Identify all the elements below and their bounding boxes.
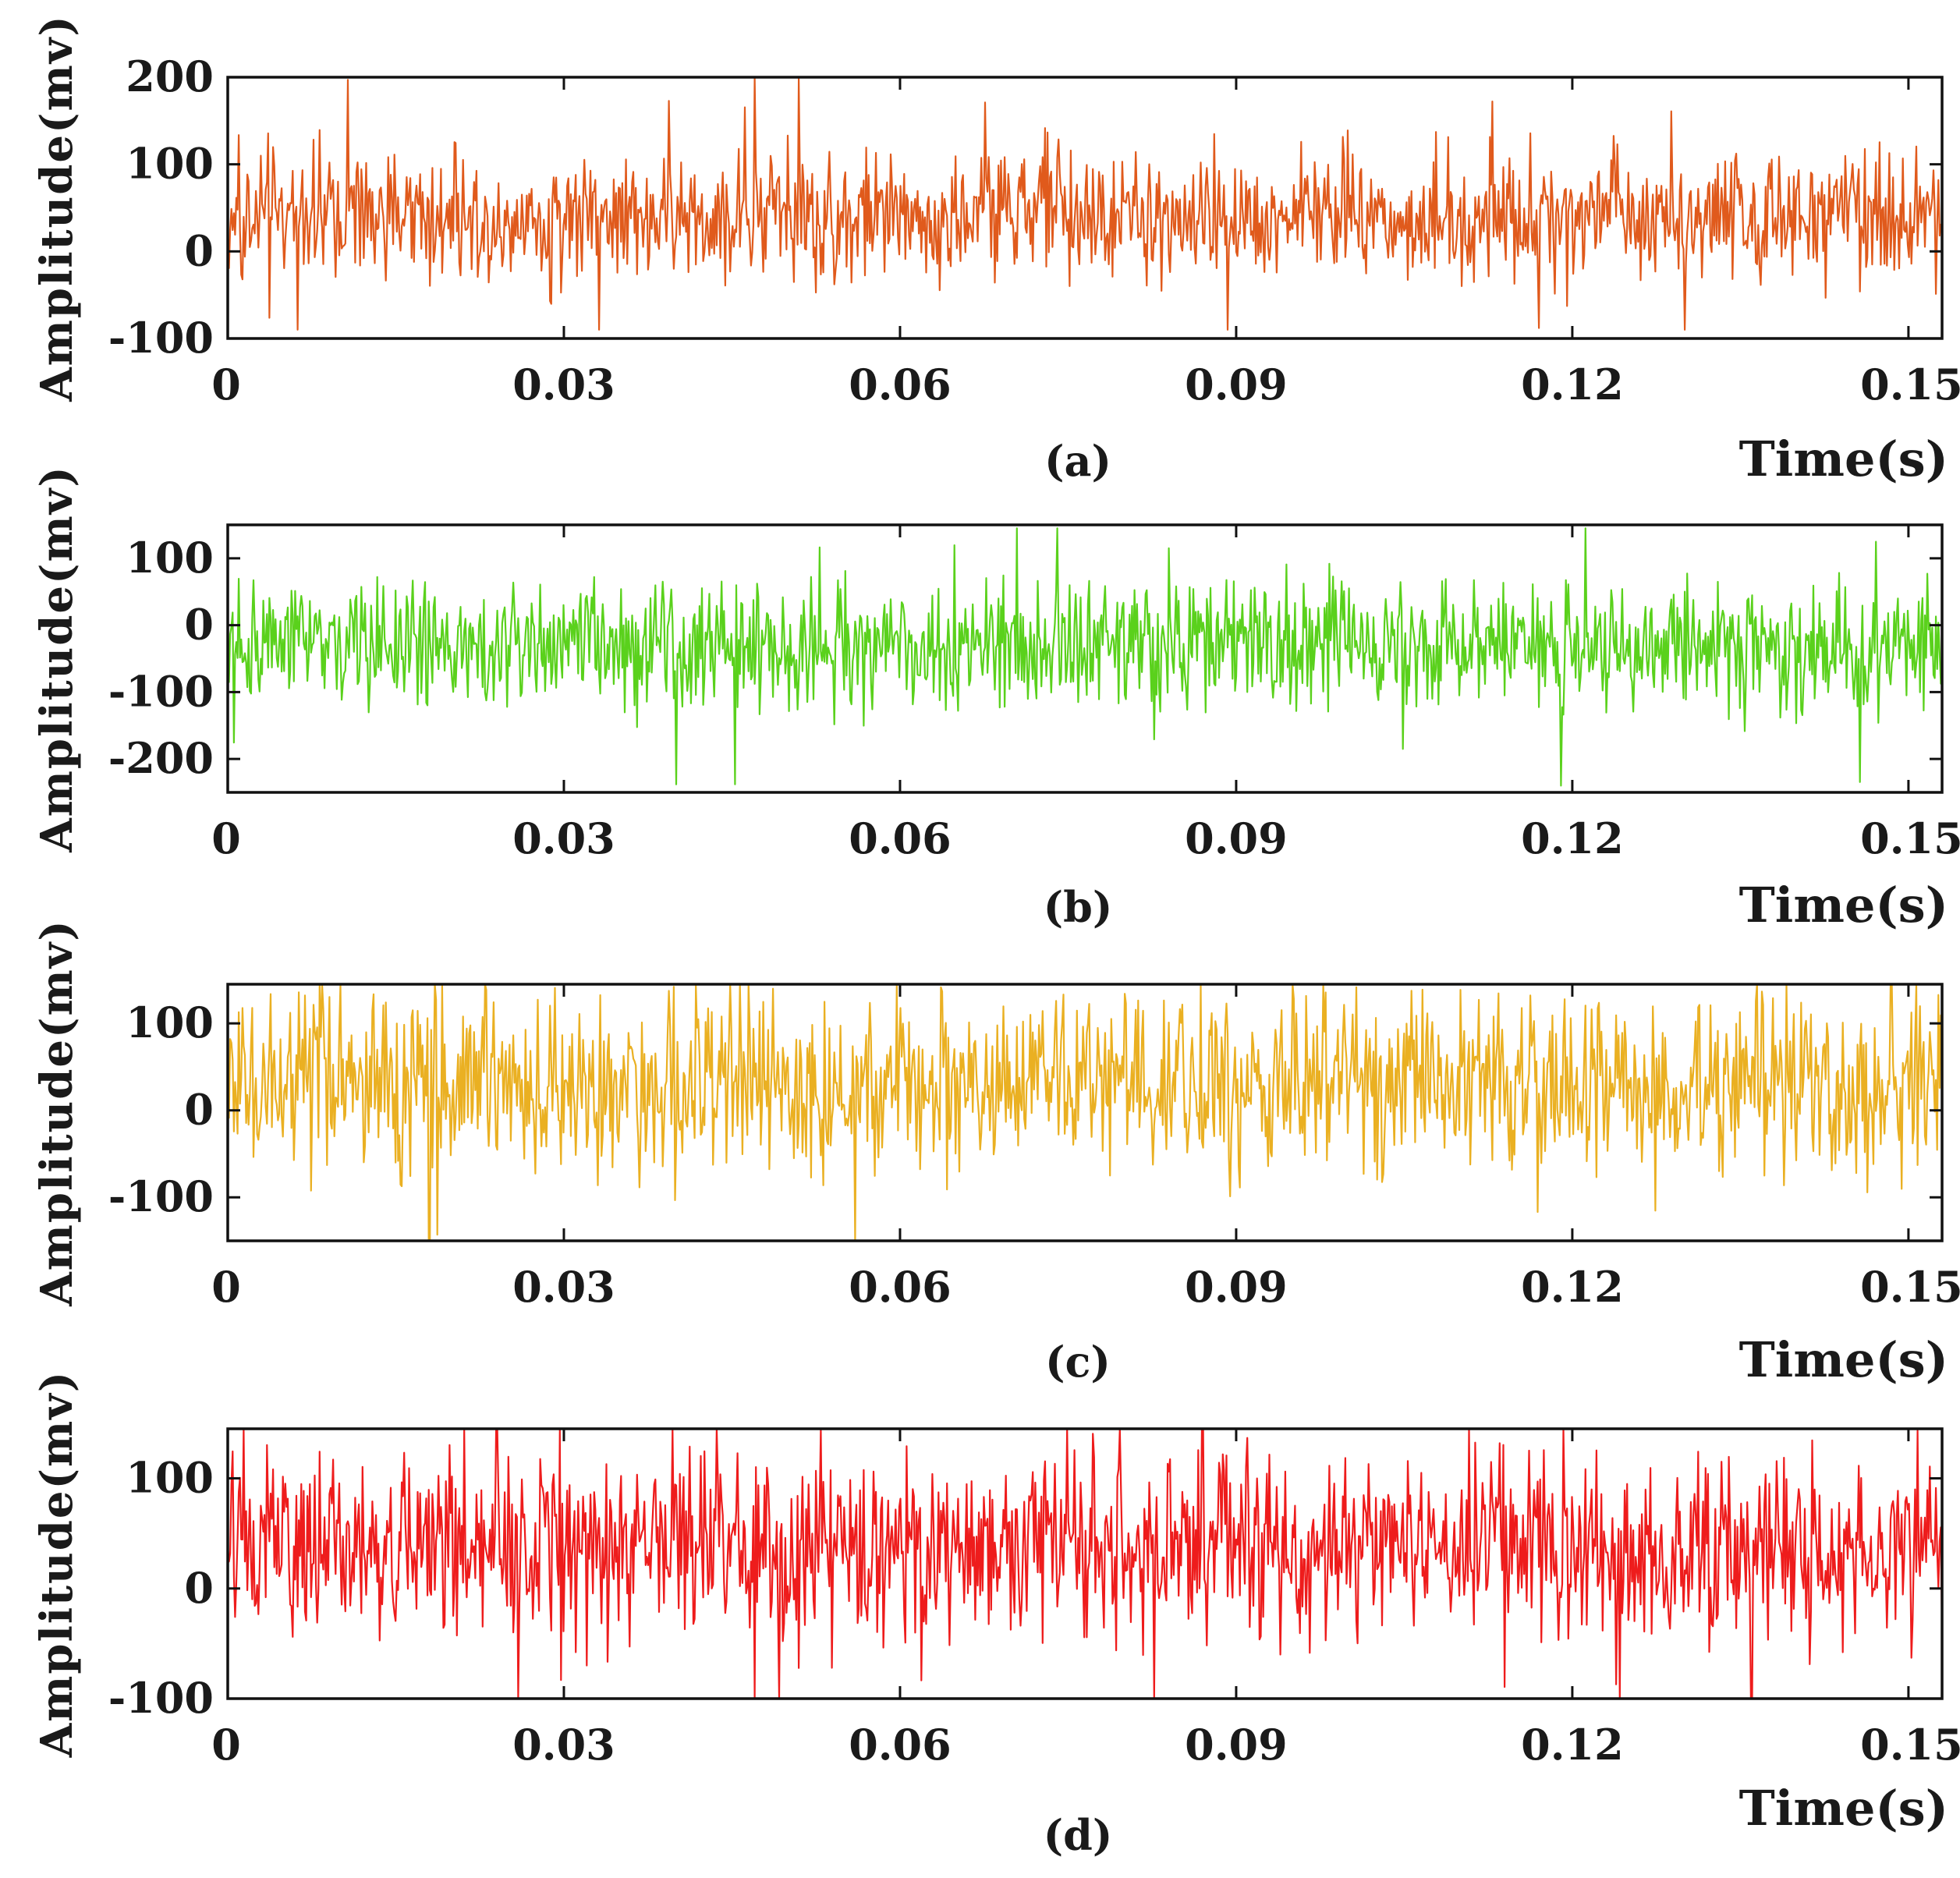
panel-label: (a) [1044,436,1111,486]
plot-frame [226,983,1944,1242]
x-tick-label: 0.15 [1860,813,1960,863]
panel-label: (b) [1044,882,1113,932]
signal-line [226,76,1944,331]
plot-frame [226,1427,1944,1700]
x-tick-label: 0.12 [1521,1262,1624,1312]
plot-frame [226,523,1944,794]
panel-a: 0 0.03 0.06 0.09 0.12 0.15-1000100200Amplitud… [31,14,1960,487]
x-tick-label: 0.09 [1185,1262,1288,1312]
x-tick-label: 0.12 [1521,1720,1624,1770]
plot-frame [226,76,1944,340]
x-axis-label: Time(s) [1739,1331,1948,1388]
panel-b: 0 0.03 0.06 0.09 0.12 0.15 -200 -100 0 100 Amplitu… [31,465,1960,934]
x-tick-label: 0 [211,813,241,863]
y-tick-label: 100 [126,533,214,583]
x-tick-label: 0.06 [849,1720,952,1770]
y-tick-label: -100 [108,1673,214,1723]
signal-line [226,527,1944,787]
x-tick-label: 0.12 [1521,360,1624,409]
signal-line [226,983,1944,1242]
signal-line [226,1427,1944,1700]
y-axis-label: Amplitude(mv) [31,919,83,1307]
x-tick-label: 0.09 [1185,1720,1288,1770]
y-axis-label: Amplitude(mv) [31,14,83,402]
y-tick-label: 200 [126,51,214,101]
x-tick-label: 0.15 [1860,360,1960,409]
x-axis-label: Time(s) [1739,431,1948,487]
panel-label: (c) [1045,1337,1111,1387]
x-tick-label: 0.06 [849,1262,952,1312]
y-axis-label: Amplitude(mv) [31,1370,83,1759]
x-tick-label: 0 [211,1262,241,1312]
y-tick-label: 0 [184,1085,214,1135]
y-tick-label: -100 [108,1171,214,1221]
x-tick-label: 0.15 [1860,1720,1960,1770]
panel-d: 0 0.03 0.06 0.09 0.12 0.15-1000100Amplitude(m… [31,1370,1960,1860]
panel-c: 0 0.03 0.06 0.09 0.12 0.15 -100 0 100 Amplitude(m… [31,919,1960,1388]
x-tick-label: 0.12 [1521,813,1624,863]
x-tick-label: 0 [211,1720,241,1770]
x-tick-label: 0.15 [1860,1262,1960,1312]
y-tick-label: 100 [126,997,214,1047]
y-axis-label: Amplitude(mv) [31,465,83,853]
x-tick-label: 0 [211,360,241,409]
y-tick-label: -200 [108,733,214,783]
x-axis-label: Time(s) [1739,1780,1948,1837]
y-tick-label: 100 [126,139,214,189]
x-tick-label: 0.06 [849,360,952,409]
y-tick-label: 0 [184,1563,214,1613]
panel-label: (d) [1044,1810,1113,1860]
y-tick-label: -100 [108,666,214,716]
x-tick-label: 0.03 [512,813,615,863]
y-tick-label: 0 [184,600,214,650]
y-tick-label: -100 [108,313,214,363]
x-axis-label: Time(s) [1739,877,1948,934]
x-tick-label: 0.03 [512,1262,615,1312]
x-tick-label: 0.03 [512,1720,615,1770]
x-tick-label: 0.09 [1185,813,1288,863]
x-tick-label: 0.09 [1185,360,1288,409]
y-tick-label: 100 [126,1453,214,1503]
x-tick-label: 0.06 [849,813,952,863]
x-tick-label: 0.03 [512,360,615,409]
y-tick-label: 0 [184,225,214,275]
